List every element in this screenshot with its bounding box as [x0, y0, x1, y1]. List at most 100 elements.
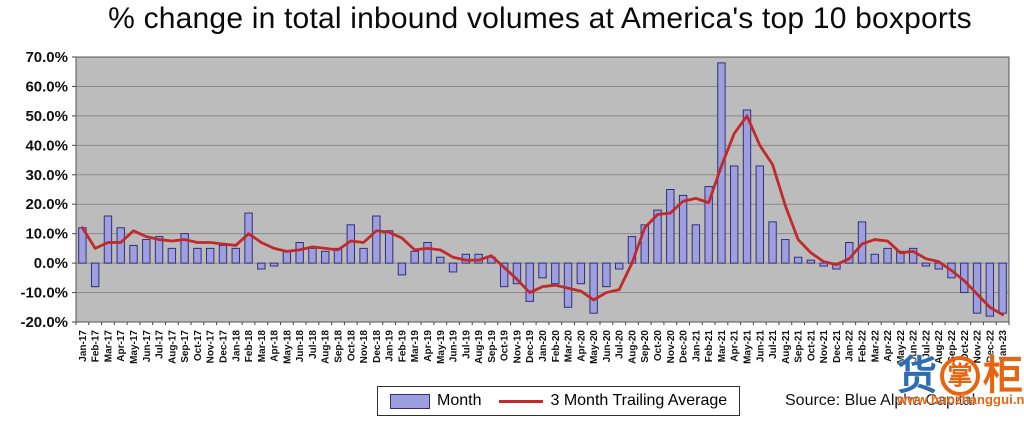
- x-axis-label: Oct-19: [500, 330, 511, 362]
- x-axis-label: Nov-20: [666, 330, 677, 364]
- plot-border: [75, 56, 1010, 323]
- x-axis-label: Feb-22: [858, 330, 869, 363]
- bar-Apr-22: [883, 247, 892, 264]
- y-axis-label: 30.0%: [25, 167, 68, 184]
- x-axis-label: Aug-19: [474, 330, 485, 364]
- x-axis-label: Jul-17: [155, 330, 166, 359]
- bar-Nov-20: [666, 189, 675, 264]
- x-axis-label: Jan-17: [78, 330, 89, 362]
- bar-Jun-18: [295, 242, 304, 264]
- x-axis-label: Jun-20: [602, 330, 613, 363]
- x-axis-label: Nov-17: [206, 330, 217, 364]
- x-axis-label: Sep-17: [180, 330, 191, 363]
- x-axis-label: Dec-19: [525, 330, 536, 363]
- bar-Feb-20: [551, 262, 560, 285]
- bar-Sep-17: [180, 233, 189, 264]
- x-axis-label: Feb-19: [397, 330, 408, 363]
- x-axis-label: May-22: [896, 330, 907, 364]
- watermark-char-gui: 柜: [983, 354, 1023, 398]
- x-axis-label: Sep-20: [640, 330, 651, 363]
- x-axis-label: Aug-21: [781, 330, 792, 364]
- bar-Jun-20: [602, 262, 611, 288]
- watermark-char-zhang: 掌: [947, 361, 973, 390]
- x-axis-label: Apr-19: [423, 330, 434, 362]
- x-axis-label: Oct-18: [346, 330, 357, 362]
- y-axis-label: -20.0%: [20, 314, 68, 331]
- y-axis-label: 20.0%: [25, 196, 68, 213]
- legend-month-label: Month: [437, 392, 482, 409]
- x-axis-label: Oct-17: [193, 330, 204, 362]
- x-axis-label: Jan-22: [845, 330, 856, 362]
- x-axis-label: Dec-21: [832, 330, 843, 363]
- x-axis-label: Jul-22: [921, 330, 932, 359]
- legend-trailing-label: 3 Month Trailing Average: [550, 392, 728, 409]
- bar-Dec-20: [678, 194, 688, 264]
- x-axis-label: Nov-22: [973, 330, 984, 364]
- x-axis-label: Oct-20: [653, 330, 664, 362]
- bar-Jan-19: [384, 230, 394, 264]
- bar-Apr-21: [730, 165, 739, 264]
- x-axis-label: Dec-22: [985, 330, 996, 363]
- bar-May-17: [129, 244, 138, 264]
- x-axis-label: Aug-22: [934, 330, 945, 364]
- month-series-swatch: [390, 393, 430, 409]
- bar-Jan-21: [691, 224, 701, 264]
- bar-Feb-18: [244, 212, 253, 264]
- bar-Jun-19: [448, 262, 458, 273]
- x-axis-label: Dec-20: [679, 330, 690, 363]
- x-axis-label: Aug-18: [321, 330, 332, 364]
- bar-Apr-20: [576, 262, 586, 285]
- x-axis-label: Dec-18: [372, 330, 383, 363]
- bar-Jul-22: [921, 262, 931, 267]
- watermark-char-huo: 货: [897, 354, 937, 398]
- x-axis-label: Jan-18: [231, 330, 242, 362]
- y-axis-label: 70.0%: [25, 49, 68, 66]
- x-axis-label: Oct-22: [960, 330, 971, 362]
- x-axis-label: Feb-20: [551, 330, 562, 363]
- x-axis-label: May-18: [282, 330, 293, 364]
- source-note: Source: Blue Alpha Capital: [785, 392, 976, 409]
- bar-Mar-22: [870, 253, 880, 264]
- x-axis-label: Feb-17: [91, 330, 102, 363]
- y-axis-label: 0.0%: [34, 255, 68, 272]
- watermark: 货 掌 柜 www.huozhanggui.net: [897, 356, 1024, 407]
- bar-Oct-17: [193, 247, 202, 264]
- y-axis-label: 40.0%: [25, 137, 68, 154]
- x-axis-label: Apr-20: [576, 330, 587, 362]
- y-axis-label: 10.0%: [25, 226, 68, 243]
- x-axis-label: Mar-20: [564, 330, 575, 363]
- bar-Aug-21: [781, 239, 790, 264]
- bar-Apr-17: [116, 227, 125, 264]
- x-axis-label: Jan-19: [385, 330, 396, 362]
- x-axis-label: Apr-22: [883, 330, 894, 362]
- x-axis-label: Feb-21: [704, 330, 715, 363]
- bar-May-19: [436, 256, 445, 264]
- x-axis-label: Jun-17: [142, 330, 153, 363]
- x-axis-label: May-21: [742, 330, 753, 364]
- bar-Jun-22: [908, 247, 918, 264]
- x-axis-label: Jan-21: [691, 330, 702, 362]
- x-axis-label: Sep-21: [794, 330, 805, 363]
- bar-Nov-21: [819, 262, 828, 267]
- bar-Apr-19: [423, 242, 432, 264]
- bar-Jul-17: [154, 236, 164, 264]
- x-axis-label: Sep-18: [334, 330, 345, 363]
- legend: Month 3 Month Trailing Average: [377, 386, 741, 416]
- bar-Oct-21: [806, 259, 816, 264]
- x-axis-label: Jul-19: [461, 330, 472, 359]
- x-axis-label: Nov-19: [512, 330, 523, 364]
- bar-Jun-17: [142, 239, 151, 264]
- bar-Aug-18: [321, 250, 330, 264]
- x-axis-label: Jan-23: [998, 330, 1009, 362]
- bar-Feb-21: [704, 186, 713, 264]
- bar-Sep-20: [640, 224, 649, 264]
- bar-Oct-19: [499, 262, 509, 288]
- x-axis-label: Sep-19: [487, 330, 498, 363]
- watermark-logo: 货 掌 柜: [897, 356, 1024, 396]
- bar-May-21: [742, 109, 752, 264]
- bar-Feb-19: [397, 262, 407, 276]
- bar-Dec-22: [985, 262, 995, 317]
- x-axis-label: May-19: [436, 330, 447, 364]
